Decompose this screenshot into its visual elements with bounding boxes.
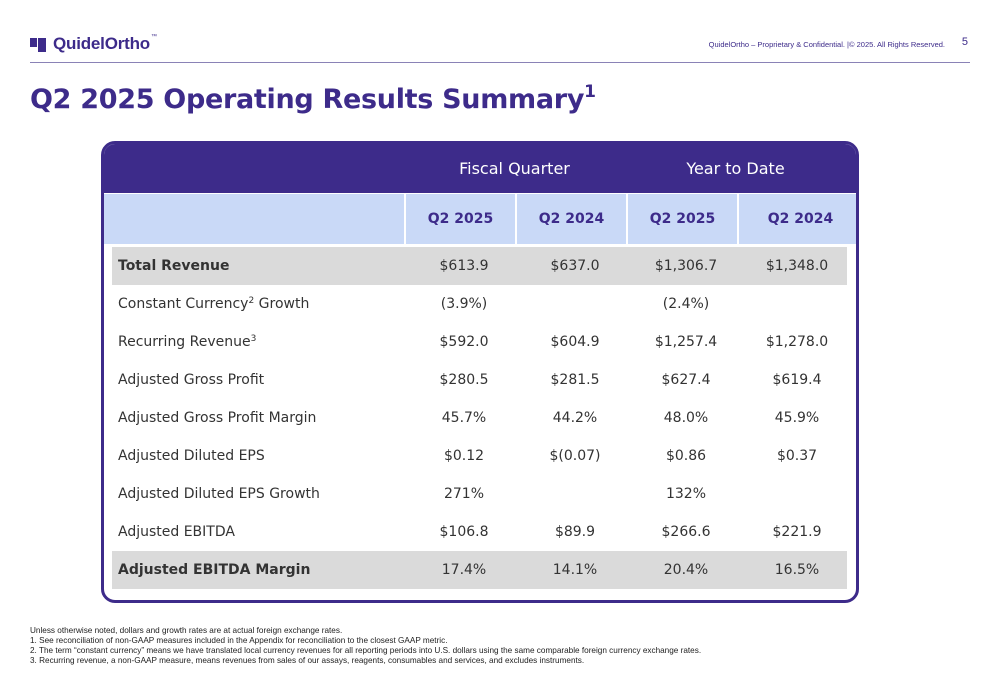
table-cell: 48.0% (663, 410, 709, 426)
row-label: Adjusted EBITDA (118, 524, 235, 540)
year-to-date-header: Year to Date (686, 159, 785, 178)
table-cell: 20.4% (663, 562, 709, 578)
row-label: Recurring Revenue3 (118, 334, 257, 350)
table-cell: $1,348.0 (765, 258, 829, 274)
page-title: Q2 2025 Operating Results Summary1 (30, 82, 596, 115)
logo-mark-icon (30, 36, 47, 53)
table-row: Adjusted Diluted EPS $0.12 $(0.07) $0.86 $0.… (112, 437, 847, 475)
table-cell: $627.4 (661, 372, 711, 388)
table-cell (742, 475, 852, 513)
column-header: Q2 2025 (628, 194, 737, 244)
table-cell: 45.9% (774, 410, 820, 426)
table-cell: 14.1% (552, 562, 598, 578)
table-cell: $637.0 (550, 258, 600, 274)
column-header: Q2 2024 (517, 194, 626, 244)
table-cell: $221.9 (772, 524, 822, 540)
footnotes: Unless otherwise noted, dollars and grow… (30, 626, 701, 666)
table-row: Total Revenue $613.9 $637.0 $1,306.7 $1,348.… (112, 247, 847, 285)
row-label: Adjusted Diluted EPS (118, 448, 265, 464)
table-cell (520, 475, 630, 513)
page-number: 5 (961, 36, 968, 48)
table-cell: $0.86 (665, 448, 707, 464)
row-label: Adjusted EBITDA Margin (118, 562, 311, 578)
table-cell: (3.9%) (440, 296, 488, 312)
table-row: Adjusted EBITDA Margin 17.4% 14.1% 20.4% 16.… (112, 551, 847, 589)
table-row: Recurring Revenue3 $592.0 $604.9 $1,257.4 $1… (112, 323, 847, 361)
table-group-header: Fiscal Quarter Year to Date (104, 144, 856, 193)
table-cell: $266.6 (661, 524, 711, 540)
table-cell: 16.5% (774, 562, 820, 578)
table-row: Adjusted EBITDA $106.8 $89.9 $266.6 $221.9 (112, 513, 847, 551)
row-label: Adjusted Diluted EPS Growth (118, 486, 320, 502)
row-label: Constant Currency2 Growth (118, 296, 310, 312)
table-row: Adjusted Diluted EPS Growth 271% 132% (112, 475, 847, 513)
table-row: Adjusted Gross Profit Margin 45.7% 44.2% 48… (112, 399, 847, 437)
table-cell: $613.9 (439, 258, 489, 274)
table-cell: $604.9 (550, 334, 600, 350)
table-cell: 45.7% (441, 410, 487, 426)
table-cell (520, 285, 630, 323)
footnote: Unless otherwise noted, dollars and grow… (30, 626, 343, 635)
table-cell: 17.4% (441, 562, 487, 578)
table-cell: $1,257.4 (654, 334, 718, 350)
footnote: 3. Recurring revenue, a non-GAAP measure… (30, 656, 585, 665)
table-cell: (2.4%) (662, 296, 710, 312)
logo-text: QuidelOrtho™ (53, 34, 157, 53)
row-label: Adjusted Gross Profit Margin (118, 410, 317, 426)
table-cell: $280.5 (439, 372, 489, 388)
table-cell: 44.2% (552, 410, 598, 426)
table-cell: $1,306.7 (654, 258, 718, 274)
results-table: Fiscal Quarter Year to Date Q2 2025 Q2 2… (101, 141, 859, 603)
table-cell (742, 285, 852, 323)
table-cell: $106.8 (439, 524, 489, 540)
table-cell: 132% (665, 486, 707, 502)
table-cell: $592.0 (439, 334, 489, 350)
confidentiality-notice: QuidelOrtho – Proprietary & Confidential… (708, 40, 945, 49)
table-cell: $281.5 (550, 372, 600, 388)
column-header: Q2 2025 (406, 194, 515, 244)
row-label: Total Revenue (118, 258, 230, 274)
blank-header-cell (104, 194, 404, 244)
company-logo: QuidelOrtho™ (30, 34, 157, 54)
table-cell: $1,278.0 (765, 334, 829, 350)
footnote: 1. See reconciliation of non-GAAP measur… (30, 636, 448, 645)
table-cell: $(0.07) (549, 448, 601, 464)
table-cell: $0.12 (443, 448, 485, 464)
footnote: 2. The term “constant currency” means we… (30, 646, 702, 655)
table-cell: $0.37 (776, 448, 818, 464)
fiscal-quarter-header: Fiscal Quarter (459, 159, 570, 178)
header-divider (30, 62, 970, 63)
table-cell: $89.9 (554, 524, 596, 540)
table-cell: $619.4 (772, 372, 822, 388)
column-header: Q2 2024 (739, 194, 856, 244)
table-row: Adjusted Gross Profit $280.5 $281.5 $627.4 $… (112, 361, 847, 399)
table-row: Constant Currency2 Growth (3.9%) (2.4%) (112, 285, 847, 323)
row-label: Adjusted Gross Profit (118, 372, 265, 388)
table-column-header: Q2 2025 Q2 2024 Q2 2025 Q2 2024 (104, 194, 856, 244)
table-cell: 271% (443, 486, 485, 502)
